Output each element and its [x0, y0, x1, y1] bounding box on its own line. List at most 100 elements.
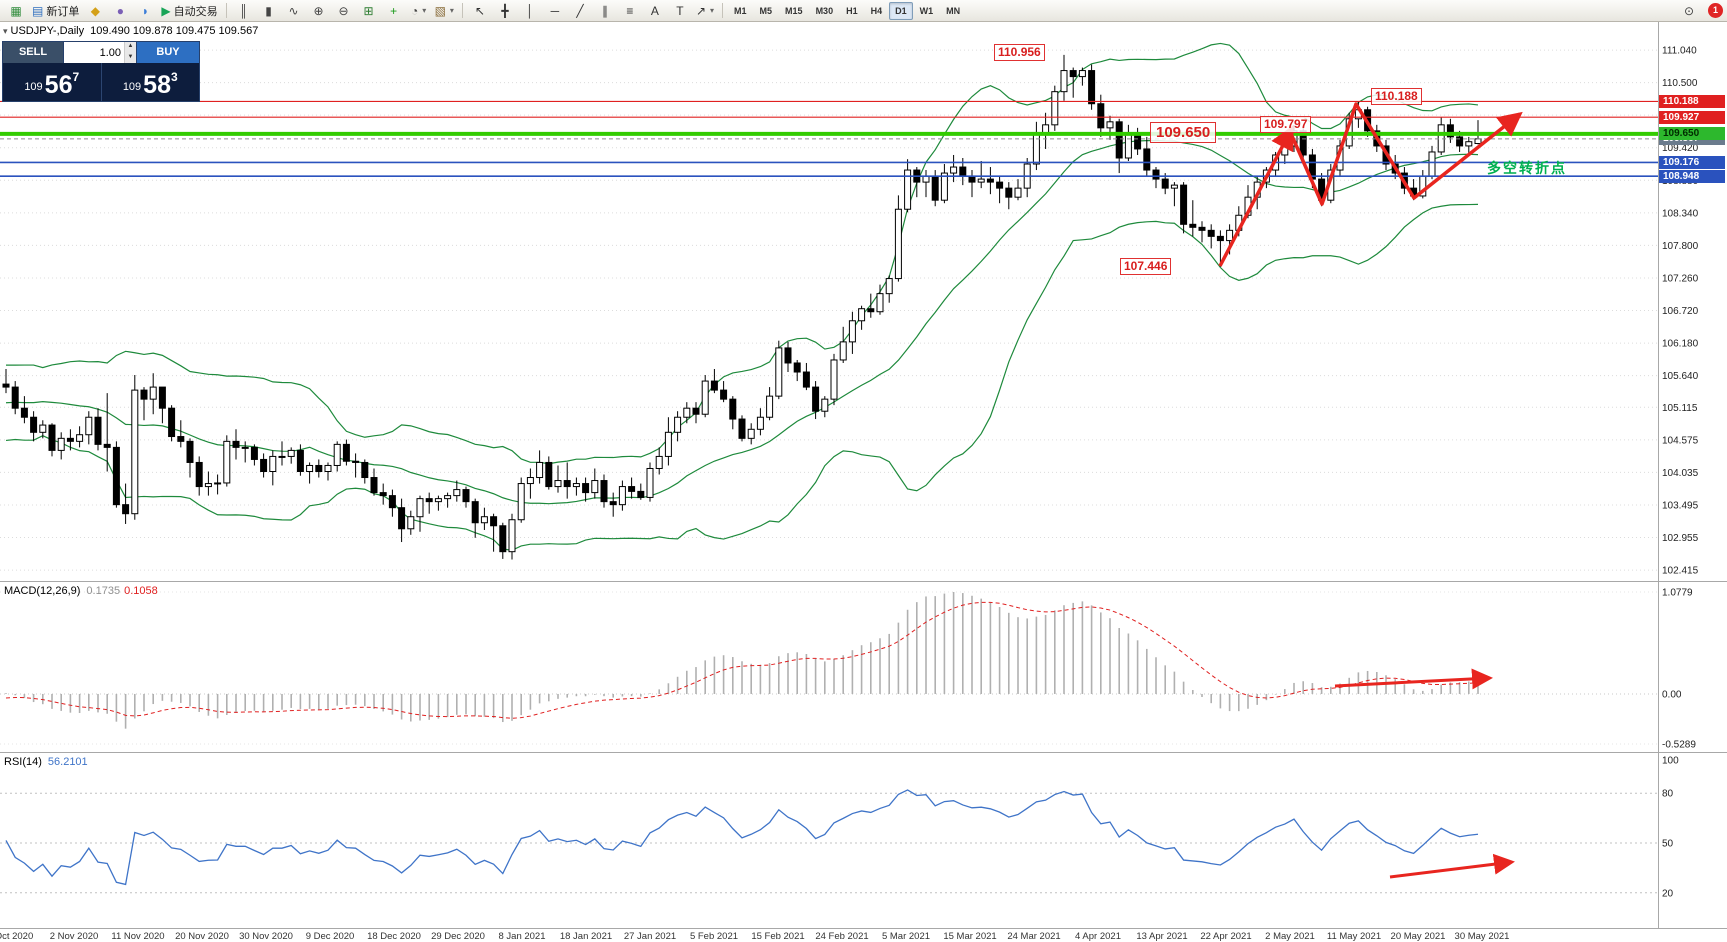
price-annotation[interactable]: 107.446	[1120, 258, 1172, 275]
zoom-in-icon[interactable]: ⊕	[307, 2, 331, 20]
axis-price-badge: 110.188	[1659, 94, 1725, 108]
svg-text:106.720: 106.720	[1662, 306, 1699, 317]
timeframe-button-H1[interactable]: H1	[846, 5, 858, 16]
bar-chart-icon[interactable]: ║	[232, 2, 256, 20]
svg-text:8 Oct 2020: 8 Oct 2020	[0, 931, 33, 942]
svg-text:104.035: 104.035	[1662, 468, 1699, 479]
label-icon[interactable]: T	[668, 2, 692, 20]
rsi-title: RSI(14)	[4, 756, 42, 768]
price-annotation[interactable]: 110.956	[994, 44, 1045, 61]
horizontal-line-icon[interactable]: ─	[543, 2, 567, 20]
candlestick-chart-icon[interactable]: ▮	[257, 2, 281, 20]
line-chart-icon[interactable]: ∿	[282, 2, 306, 20]
volume-input[interactable]	[64, 42, 124, 63]
svg-text:18 Jan 2021: 18 Jan 2021	[560, 931, 612, 942]
axis-price-badge: 109.650	[1659, 127, 1725, 141]
fibonacci-icon[interactable]: ≡	[618, 2, 642, 20]
svg-text:9 Dec 2020: 9 Dec 2020	[306, 931, 355, 942]
terminal-icon[interactable]: ◗	[133, 2, 157, 20]
trendline-icon[interactable]: ╱	[568, 2, 592, 20]
svg-text:111.040: 111.040	[1662, 46, 1697, 57]
macd-indicator-label: MACD(12,26,9) 0.1735 0.1058	[4, 585, 158, 597]
line-chart-icon: ∿	[288, 3, 299, 18]
vertical-line-icon[interactable]: │	[518, 2, 542, 20]
sell-button[interactable]: SELL	[3, 42, 63, 63]
timeframe-button-H4[interactable]: H4	[870, 5, 883, 16]
periods-icon[interactable]: ◔ ▾	[407, 2, 431, 20]
toolbar-separator	[225, 3, 227, 18]
autotrading-button[interactable]: ▶ 自动交易	[158, 2, 220, 20]
svg-text:5 Mar 2021: 5 Mar 2021	[882, 931, 930, 942]
bid-price[interactable]: 109 56 7	[3, 63, 101, 101]
svg-text:107.260: 107.260	[1662, 273, 1699, 284]
timeframe-button-M5[interactable]: M5	[759, 5, 773, 16]
candlestick-chart-icon: ▮	[265, 3, 272, 18]
volume-increment-button[interactable]: ▲	[125, 42, 136, 53]
svg-text:27 Jan 2021: 27 Jan 2021	[624, 931, 676, 942]
svg-text:20: 20	[1662, 888, 1674, 899]
tile-windows-icon[interactable]: ⊞	[357, 2, 381, 20]
chinese-annotation[interactable]: 多空转折点	[1487, 160, 1567, 176]
indicators-add-icon[interactable]: +	[382, 2, 406, 20]
trend-arrows[interactable]	[1218, 102, 1523, 879]
svg-text:15 Mar 2021: 15 Mar 2021	[943, 931, 996, 942]
macd-plot: 1.0779 0.00 -0.5289	[0, 588, 1696, 751]
market-watch-icon[interactable]: ◆	[83, 2, 107, 20]
search-icon[interactable]: ⊙	[1683, 3, 1695, 18]
price-annotation[interactable]: 110.188	[1371, 88, 1422, 105]
rsi-plot: 100 80 50 20	[0, 756, 1679, 899]
svg-text:103.495: 103.495	[1662, 500, 1699, 511]
svg-text:30 Nov 2020: 30 Nov 2020	[239, 931, 293, 942]
buy-button[interactable]: BUY	[137, 42, 199, 63]
svg-text:108.340: 108.340	[1662, 208, 1699, 219]
price-annotation[interactable]: 109.797	[1260, 116, 1312, 133]
svg-text:0.00: 0.00	[1662, 689, 1682, 700]
symbol-period-label: USDJPY-,Daily	[10, 25, 85, 37]
zoom-in-icon: ⊕	[313, 3, 324, 18]
zoom-out-icon[interactable]: ⊖	[332, 2, 356, 20]
svg-text:80: 80	[1662, 789, 1674, 800]
volume-decrement-button[interactable]: ▼	[125, 52, 136, 63]
arrows-tool-icon[interactable]: ↗ ▾	[693, 2, 717, 20]
timeframe-button-MN[interactable]: MN	[946, 5, 961, 16]
navigator-icon[interactable]: ●	[108, 2, 132, 20]
crosshair-icon[interactable]: ╋	[493, 2, 517, 20]
cursor-icon: ↖	[474, 3, 485, 18]
svg-text:4 Apr 2021: 4 Apr 2021	[1075, 931, 1121, 942]
ask-price-integer: 109	[122, 81, 142, 93]
volume-box: ▲ ▼	[63, 42, 137, 63]
templates-icon[interactable]: ▧ ▾	[432, 2, 457, 20]
timeframe-button-W1[interactable]: W1	[919, 5, 934, 16]
chart-window-icon[interactable]: ▦	[4, 2, 28, 20]
horizontal-level-lines[interactable]	[0, 100, 1658, 177]
new-order-button[interactable]: ▤ 新订单	[29, 2, 82, 20]
timeframe-button-D1[interactable]: D1	[889, 1, 913, 20]
cursor-icon[interactable]: ↖	[468, 2, 492, 20]
svg-text:105.115: 105.115	[1662, 403, 1698, 414]
time-axis[interactable]: 8 Oct 2020 2 Nov 2020 11 Nov 2020 20 Nov 20…	[0, 931, 1509, 942]
axis-price-badge: 109.927	[1659, 110, 1725, 124]
svg-text:102.415: 102.415	[1662, 566, 1699, 577]
timeframe-button-M30[interactable]: M30	[815, 5, 834, 16]
price-annotation[interactable]: 109.650	[1150, 122, 1217, 143]
label-icon: T	[676, 3, 684, 18]
svg-text:-0.5289: -0.5289	[1662, 740, 1696, 751]
ask-price-point: 3	[170, 70, 178, 84]
svg-text:20 May 2021: 20 May 2021	[1391, 931, 1446, 942]
ask-price[interactable]: 109 58 3	[102, 63, 200, 101]
svg-text:29 Dec 2020: 29 Dec 2020	[431, 931, 485, 942]
timeframe-button-M1[interactable]: M1	[734, 5, 747, 16]
text-icon[interactable]: A	[643, 2, 667, 20]
svg-text:106.180: 106.180	[1662, 339, 1699, 350]
svg-text:102.955: 102.955	[1662, 533, 1699, 544]
svg-text:104.575: 104.575	[1662, 435, 1699, 446]
timeframe-button-M15[interactable]: M15	[785, 5, 803, 16]
channel-icon[interactable]: ∥	[593, 2, 617, 20]
collapse-panel-icon[interactable]: ▾	[3, 26, 8, 36]
svg-text:8 Jan 2021: 8 Jan 2021	[498, 931, 545, 942]
terminal-icon: ◗	[141, 3, 149, 18]
notifications-badge[interactable]: 1	[1708, 3, 1723, 18]
